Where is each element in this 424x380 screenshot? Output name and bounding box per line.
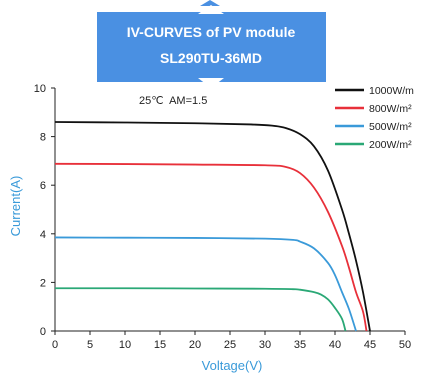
banner-down-arrow xyxy=(198,78,224,88)
title-banner: IV-CURVES of PV module SL290TU-36MD xyxy=(97,0,326,88)
x-tick-label: 5 xyxy=(87,339,93,351)
title-banner-background xyxy=(97,12,326,82)
y-tick-label: 6 xyxy=(40,180,46,192)
x-tick-label: 0 xyxy=(52,339,58,351)
legend-label-1: 800W/m² xyxy=(369,103,412,115)
x-tick-label: 30 xyxy=(259,339,271,351)
y-tick-label: 0 xyxy=(40,326,46,338)
banner-title-line2: SL290TU-36MD xyxy=(160,50,262,66)
banner-up-arrow-notch xyxy=(198,5,224,14)
legend-label-2: 500W/m² xyxy=(369,121,412,133)
series-lines xyxy=(54,121,371,332)
x-tick-label: 40 xyxy=(329,339,341,351)
y-tick-label: 8 xyxy=(40,132,46,144)
legend: 1000W/m 800W/m² 500W/m² 200W/m² xyxy=(335,85,414,151)
x-tick-label: 10 xyxy=(119,339,131,351)
x-axis-label: Voltage(V) xyxy=(202,358,263,373)
legend-label-3: 200W/m² xyxy=(369,139,412,151)
series-line-1 xyxy=(54,162,368,332)
series-line-3 xyxy=(54,287,347,332)
y-tick-label: 10 xyxy=(34,83,46,95)
x-tick-label: 35 xyxy=(294,339,306,351)
y-tick-label: 2 xyxy=(40,277,46,289)
y-tick-label: 4 xyxy=(40,229,46,241)
x-tick-label: 20 xyxy=(189,339,201,351)
series-line-2 xyxy=(54,236,357,332)
y-axis-ticks: 0 2 4 6 8 10 xyxy=(34,83,55,338)
x-axis-ticks: 0 5 10 15 20 25 30 35 40 45 50 xyxy=(52,331,411,351)
x-tick-label: 25 xyxy=(224,339,236,351)
legend-label-0: 1000W/m xyxy=(369,85,414,97)
y-axis-label: Current(A) xyxy=(8,176,23,237)
banner-up-arrow xyxy=(200,0,220,6)
plot-area: 0 5 10 15 20 25 30 35 40 45 50 0 2 4 6 8 10 xyxy=(34,83,411,351)
x-tick-label: 45 xyxy=(364,339,376,351)
banner-title-line1: IV-CURVES of PV module xyxy=(127,24,296,40)
x-tick-label: 50 xyxy=(399,339,411,351)
x-tick-label: 15 xyxy=(154,339,166,351)
series-line-0 xyxy=(54,121,371,332)
test-condition-annotation: 25℃ AM=1.5 xyxy=(139,95,207,107)
